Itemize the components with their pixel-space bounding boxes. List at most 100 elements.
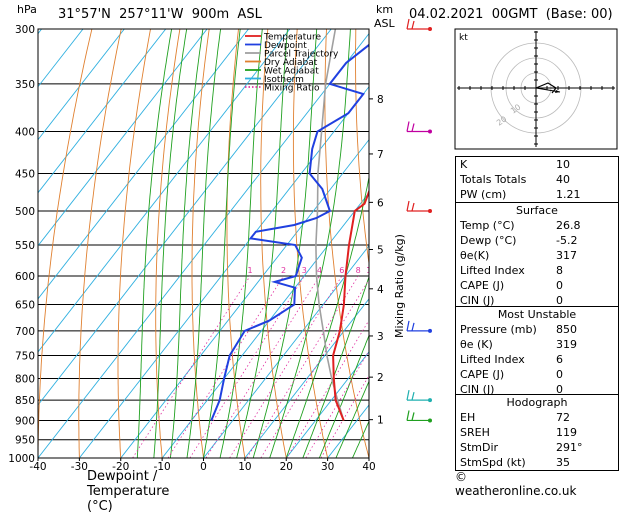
pressure-tick-label: 300 <box>15 24 35 36</box>
surface-thetae-row: θe(K)317 <box>456 248 618 263</box>
dry-adiabat-line <box>79 29 121 458</box>
temperature-tick-label: -40 <box>29 461 46 473</box>
surface-title: Surface <box>456 203 618 218</box>
unstable-cape-row: CAPE (J)0 <box>456 367 618 382</box>
wet-adiabat-line <box>220 29 262 458</box>
temperature-tick-label: 30 <box>321 461 334 473</box>
dry-adiabat-line <box>38 29 92 458</box>
header-asl: ASL <box>374 17 395 30</box>
wet-adiabat-line <box>137 29 171 458</box>
temperature-tick-label: -30 <box>71 461 88 473</box>
footer-credit: © weatheronline.co.uk <box>455 470 576 498</box>
pressure-tick-label: 650 <box>15 300 35 312</box>
wind-barb-flag <box>412 21 414 29</box>
mixing-ratio-axis-label: Mixing Ratio (g/kg) <box>393 234 406 338</box>
dry-adiabat-line <box>227 29 245 458</box>
wind-barb-flag <box>407 122 409 132</box>
index-pw-row: PW (cm)1.21 <box>456 187 618 202</box>
km-tick-label: 3 <box>377 331 384 343</box>
km-tick-label: 4 <box>377 284 384 296</box>
wind-barb-flag <box>412 323 414 331</box>
wind-barb-dot <box>428 27 432 31</box>
surface-dewp-row: Dewp (°C)-5.2 <box>456 233 618 248</box>
legend-label: Mixing Ratio <box>264 84 320 94</box>
isotherm-line <box>24 0 423 475</box>
pressure-tick-label: 850 <box>15 395 35 407</box>
unstable-pressure-row: Pressure (mb)850 <box>456 322 618 337</box>
mixing-ratio-label: 2 <box>281 266 286 275</box>
mixing-ratio-label: 10 <box>366 266 376 275</box>
temperature-tick-label: 20 <box>280 461 293 473</box>
mixing-ratio-label: 6 <box>339 266 344 275</box>
mixing-ratio-label: 8 <box>356 266 361 275</box>
pressure-tick-label: 450 <box>15 168 35 180</box>
wind-barb-flag <box>407 390 409 400</box>
unstable-table: Most Unstable Pressure (mb)850 θe (K)319… <box>455 306 619 398</box>
wind-barb-flag <box>412 412 414 420</box>
mixing-ratio-label: 1 <box>248 266 253 275</box>
wind-barb-flag <box>407 321 409 331</box>
mixing-ratio-label: 25 <box>423 266 433 275</box>
surface-table: Surface Temp (°C)26.8 Dewp (°C)-5.2 θe(K… <box>455 202 619 309</box>
header-datetime: 04.02.2021 00GMT (Base: 00) <box>409 7 613 22</box>
wind-barb-flag <box>407 201 409 211</box>
km-tick-label: 2 <box>377 372 384 384</box>
mixing-ratio-label: 3 <box>302 266 307 275</box>
x-axis-label: Dewpoint / Temperature (°C) <box>87 469 169 514</box>
surface-cape-row: CAPE (J)0 <box>456 278 618 293</box>
mixing-ratio-line <box>247 276 358 458</box>
km-tick-label: 5 <box>377 244 384 256</box>
wind-barb-dot <box>428 209 432 213</box>
wind-barb-flag <box>412 203 414 211</box>
mixing-ratio-line <box>230 276 342 458</box>
pressure-tick-label: 400 <box>15 127 35 139</box>
mixing-ratio-line <box>206 276 320 458</box>
pressure-tick-label: 950 <box>15 435 35 447</box>
mixing-ratio-label: 20 <box>408 266 418 275</box>
pressure-tick-label: 550 <box>15 240 35 252</box>
mixing-ratio-label: 4 <box>317 266 322 275</box>
km-tick-label: 7 <box>377 149 384 161</box>
wind-barb-dot <box>428 130 432 134</box>
km-tick-label: 8 <box>377 94 384 106</box>
wind-barb-dot <box>428 329 432 333</box>
isotherm-line <box>0 0 382 475</box>
pressure-tick-label: 350 <box>15 79 35 91</box>
wind-barb-flag <box>412 124 414 132</box>
wind-barb-flag <box>412 392 414 400</box>
wind-barb-dot <box>428 418 432 422</box>
pressure-tick-label: 800 <box>15 373 35 385</box>
hodograph-unit-label: kt <box>459 33 468 43</box>
dry-adiabat-line <box>620 29 629 458</box>
temperature-tick-label: 10 <box>238 461 251 473</box>
temperature-tick-label: 40 <box>362 461 375 473</box>
header-location: 31°57'N 257°11'W 900m ASL <box>58 7 262 22</box>
unstable-thetae-row: θe (K)319 <box>456 337 618 352</box>
wind-barb-flag <box>407 410 409 420</box>
pressure-tick-label: 500 <box>15 206 35 218</box>
surface-temp-row: Temp (°C)26.8 <box>456 218 618 233</box>
pressure-tick-label: 700 <box>15 326 35 338</box>
hodo-stmspd-row: StmSpd (kt)35 <box>456 455 618 470</box>
temperature-tick-label: 0 <box>200 461 207 473</box>
km-tick-label: 1 <box>377 415 384 427</box>
pressure-tick-label: 600 <box>15 271 35 283</box>
km-tick-label: 6 <box>377 197 384 209</box>
wind-barb-dot <box>428 398 432 402</box>
dry-adiabat-line <box>118 29 151 458</box>
mixing-ratio-line <box>190 276 304 458</box>
unstable-title: Most Unstable <box>456 307 618 322</box>
pressure-tick-label: 900 <box>15 415 35 427</box>
header-hpa: hPa <box>17 3 37 16</box>
hodograph-title: Hodograph <box>456 395 618 410</box>
pressure-tick-label: 750 <box>15 350 35 362</box>
